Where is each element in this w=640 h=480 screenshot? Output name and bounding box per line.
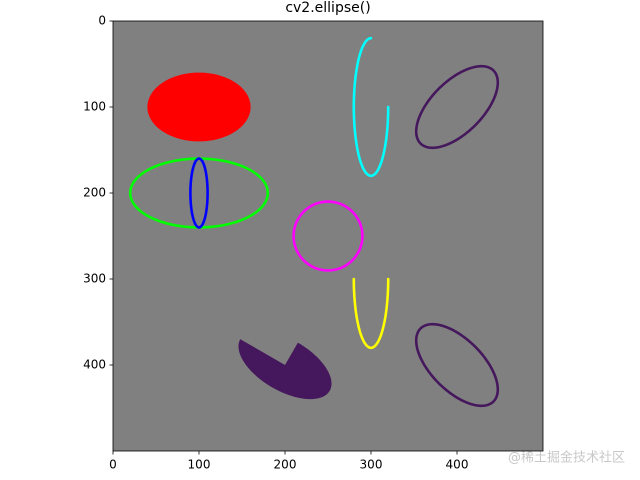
watermark: @稀土掘金技术社区 — [508, 450, 625, 466]
ellipse — [352, 36, 390, 178]
ellipse — [352, 277, 390, 350]
ellipse — [128, 157, 270, 229]
y-tick-label: 100 — [83, 100, 106, 114]
chart-title: cv2.ellipse() — [285, 0, 370, 16]
x-tick-label: 0 — [109, 458, 117, 472]
y-tick-label: 0 — [98, 14, 106, 28]
axes-frame — [112, 20, 544, 452]
ellipse — [189, 157, 209, 229]
ellipse — [292, 200, 364, 272]
ellipse — [414, 64, 500, 150]
ellipse — [414, 322, 500, 408]
y-tick-label: 200 — [83, 186, 106, 200]
y-tick-label: 400 — [83, 358, 106, 372]
x-tick-label: 400 — [446, 458, 469, 472]
x-tick-label: 300 — [360, 458, 383, 472]
ellipse — [238, 339, 332, 400]
ellipse — [147, 72, 251, 142]
y-tick-label: 300 — [83, 272, 106, 286]
x-tick-label: 100 — [188, 458, 211, 472]
x-tick-label: 200 — [274, 458, 297, 472]
